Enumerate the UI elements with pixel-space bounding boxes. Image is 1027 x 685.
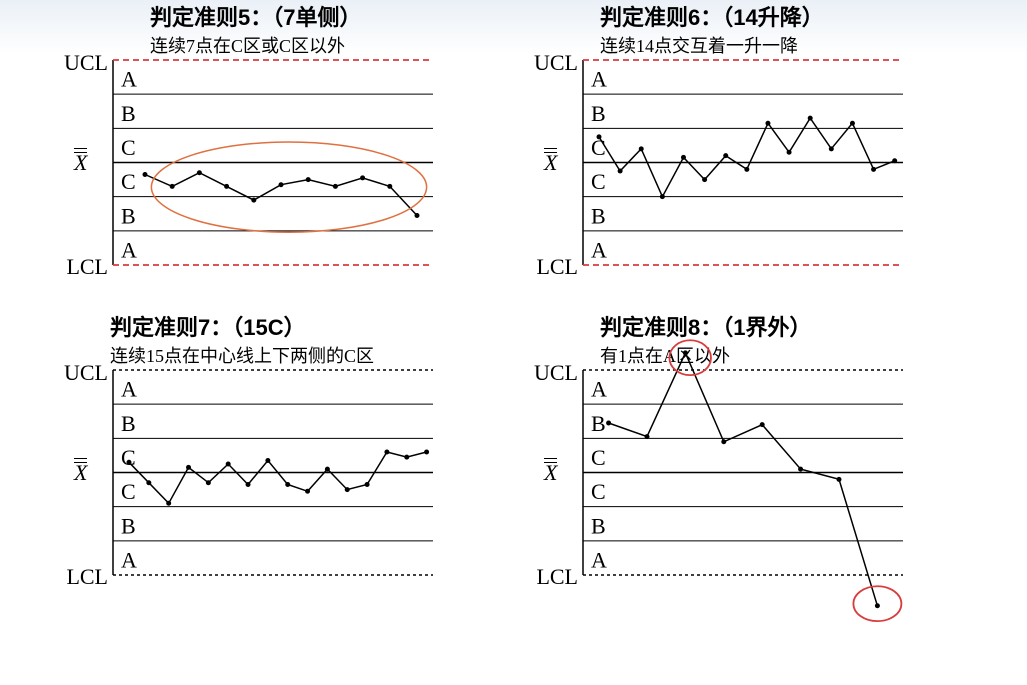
svg-text:C: C — [591, 445, 606, 470]
svg-text:B: B — [121, 513, 136, 538]
chart7-subtitle: 连续15点在中心线上下两侧的C区 — [110, 342, 520, 368]
svg-text:A: A — [121, 67, 137, 92]
svg-text:C: C — [121, 479, 136, 504]
svg-text:C: C — [591, 169, 606, 194]
svg-text:C: C — [591, 479, 606, 504]
chart-rule5: 判定准则5：（7单侧） 连续7点在C区或C区以外 — [60, 0, 520, 62]
svg-text:C: C — [121, 135, 136, 160]
svg-text:A: A — [121, 237, 137, 262]
chart7-xbar-label: X — [74, 460, 87, 486]
svg-text:A: A — [121, 547, 137, 572]
svg-text:B: B — [591, 513, 606, 538]
svg-text:B: B — [121, 203, 136, 228]
svg-text:B: B — [121, 101, 136, 126]
chart5-lcl-label: LCL — [60, 254, 108, 280]
chart5-xbar-label: X — [74, 150, 87, 176]
chart8-xbar-label: X — [544, 460, 557, 486]
chart5-subtitle: 连续7点在C区或C区以外 — [150, 32, 520, 58]
chart8-title: 判定准则8：（1界外） — [600, 310, 990, 342]
svg-text:A: A — [591, 547, 607, 572]
svg-text:B: B — [591, 203, 606, 228]
chart6-lcl-label: LCL — [530, 254, 578, 280]
svg-text:B: B — [591, 101, 606, 126]
chart-rule6: 判定准则6：（14升降） 连续14点交互着一升一降 — [530, 0, 990, 62]
chart7-plot: ABCCBA — [113, 370, 433, 575]
chart8-subtitle: 有1点在A区以外 — [600, 342, 990, 368]
svg-text:A: A — [591, 237, 607, 262]
chart8-plot: ABCCBA — [583, 370, 903, 575]
svg-text:A: A — [121, 377, 137, 402]
svg-text:A: A — [591, 377, 607, 402]
chart7-ucl-label: UCL — [60, 360, 108, 386]
chart6-subtitle: 连续14点交互着一升一降 — [600, 32, 990, 58]
chart5-ucl-label: UCL — [60, 50, 108, 76]
chart6-title: 判定准则6：（14升降） — [600, 0, 990, 32]
chart8-ucl-label: UCL — [530, 360, 578, 386]
chart5-title: 判定准则5：（7单侧） — [150, 0, 520, 32]
chart6-xbar-label: X — [544, 150, 557, 176]
svg-text:B: B — [121, 411, 136, 436]
chart7-title: 判定准则7：（15C） — [110, 310, 520, 342]
chart6-ucl-label: UCL — [530, 50, 578, 76]
svg-text:A: A — [591, 67, 607, 92]
chart7-lcl-label: LCL — [60, 564, 108, 590]
chart8-lcl-label: LCL — [530, 564, 578, 590]
svg-text:C: C — [121, 169, 136, 194]
chart6-plot: ABCCBA — [583, 60, 903, 265]
svg-text:B: B — [591, 411, 606, 436]
chart-rule7: 判定准则7：（15C） 连续15点在中心线上下两侧的C区 — [60, 310, 520, 372]
chart-rule8: 判定准则8：（1界外） 有1点在A区以外 — [530, 310, 990, 372]
chart5-plot: ABCCBA — [113, 60, 433, 265]
